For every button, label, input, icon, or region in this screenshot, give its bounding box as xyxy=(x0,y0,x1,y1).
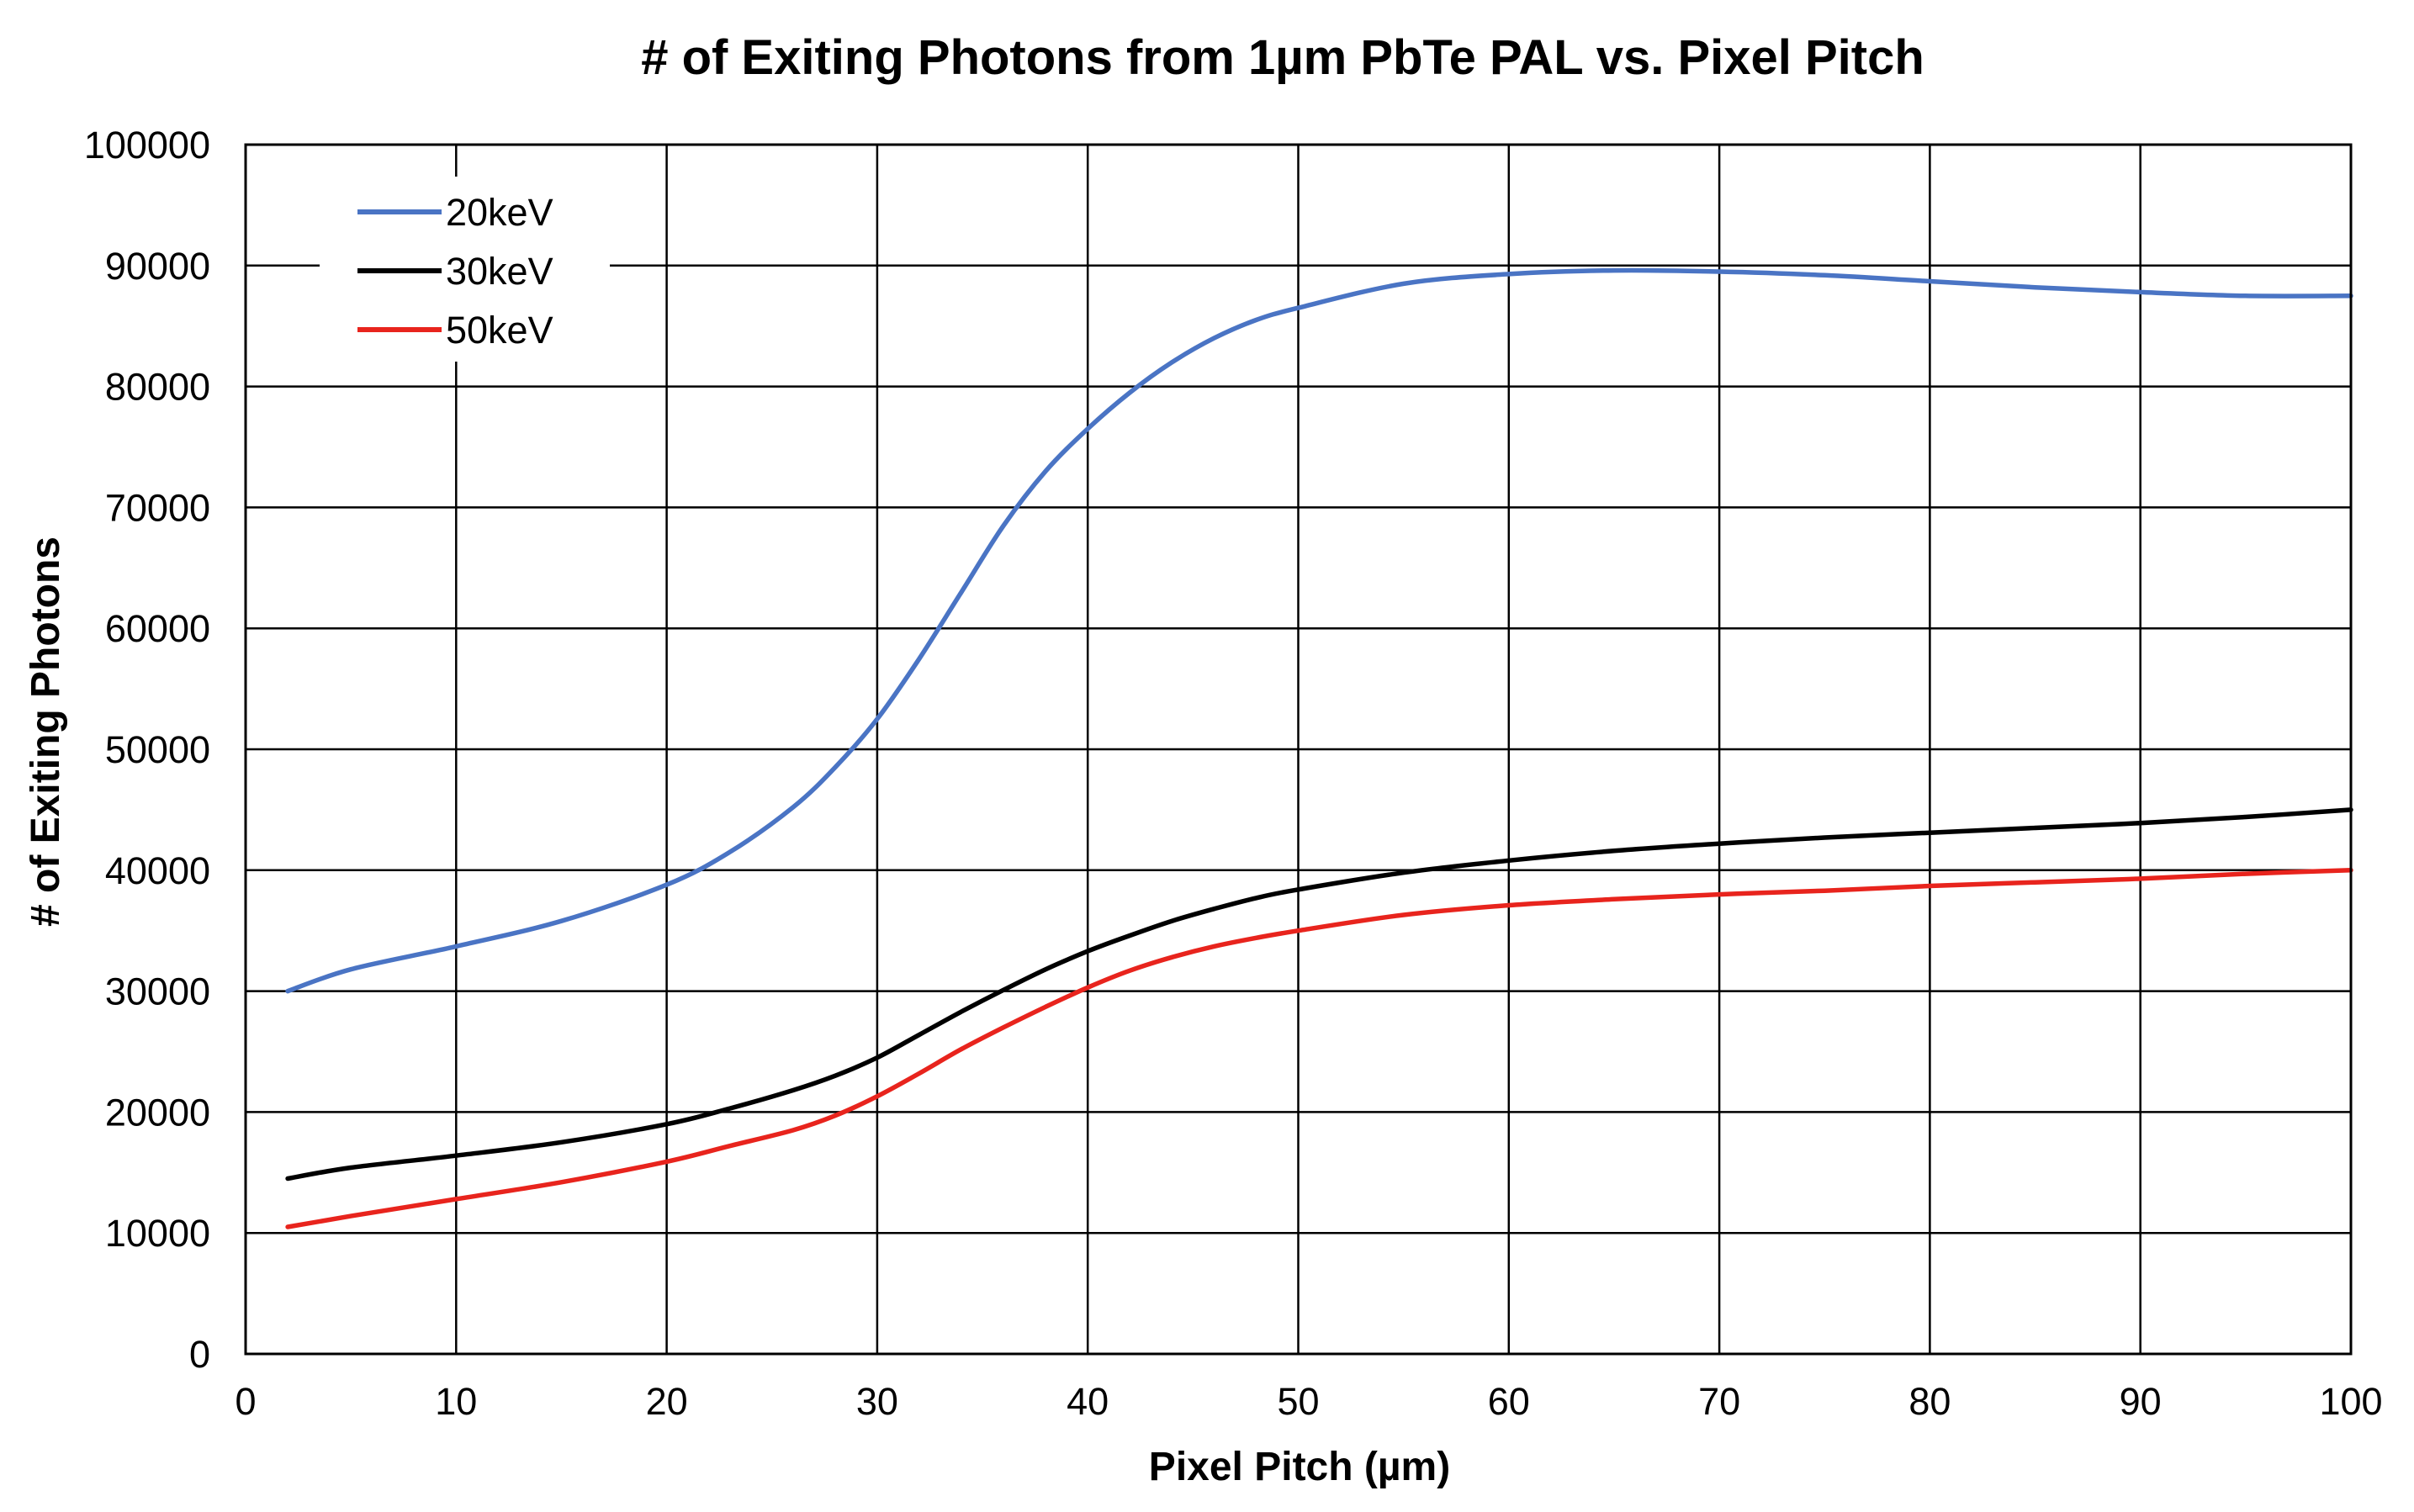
x-tick-label: 90 xyxy=(2120,1380,2162,1423)
legend-label-20kev: 20keV xyxy=(446,191,553,234)
y-tick-label: 30000 xyxy=(105,970,210,1013)
chart-title: # of Exiting Photons from 1µm PbTe PAL v… xyxy=(641,30,1924,85)
y-tick-labels: 0 10000 20000 30000 40000 50000 60000 70000 8000… xyxy=(84,124,210,1376)
y-tick-label: 10000 xyxy=(105,1212,210,1255)
series-layer xyxy=(285,267,2353,1229)
x-tick-label: 40 xyxy=(1067,1380,1109,1423)
x-tick-label: 70 xyxy=(1698,1380,1740,1423)
x-tick-label: 0 xyxy=(235,1380,256,1423)
legend-label-30kev: 30keV xyxy=(446,250,553,293)
x-axis-label: Pixel Pitch (µm) xyxy=(1149,1445,1450,1489)
x-tick-label: 30 xyxy=(856,1380,898,1423)
x-tick-label: 80 xyxy=(1908,1380,1951,1423)
y-tick-label: 0 xyxy=(189,1333,210,1376)
plot-frame xyxy=(244,143,2353,1356)
legend: 20keV 30keV 50keV xyxy=(320,177,610,362)
series-line-50kev xyxy=(285,868,2353,1229)
x-tick-label: 60 xyxy=(1488,1380,1530,1423)
x-tick-label: 10 xyxy=(435,1380,477,1423)
y-tick-label: 40000 xyxy=(105,849,210,892)
x-tick-label: 20 xyxy=(646,1380,688,1423)
x-tick-labels: 0 10 20 30 40 50 60 70 80 90 100 xyxy=(235,1380,2382,1423)
y-axis-label: # of Exiting Photons xyxy=(24,537,68,927)
x-tick-label: 50 xyxy=(1277,1380,1319,1423)
y-tick-label: 80000 xyxy=(105,366,210,409)
y-tick-label: 100000 xyxy=(84,124,210,167)
x-tick-label: 100 xyxy=(2319,1380,2382,1423)
y-tick-label: 50000 xyxy=(105,728,210,771)
series-line-20kev xyxy=(285,267,2353,994)
y-tick-label: 60000 xyxy=(105,607,210,650)
y-tick-label: 90000 xyxy=(105,245,210,288)
legend-label-50kev: 50keV xyxy=(446,309,553,352)
y-tick-label: 70000 xyxy=(105,486,210,529)
series-line-30kev xyxy=(285,807,2353,1182)
y-tick-label: 20000 xyxy=(105,1091,210,1134)
